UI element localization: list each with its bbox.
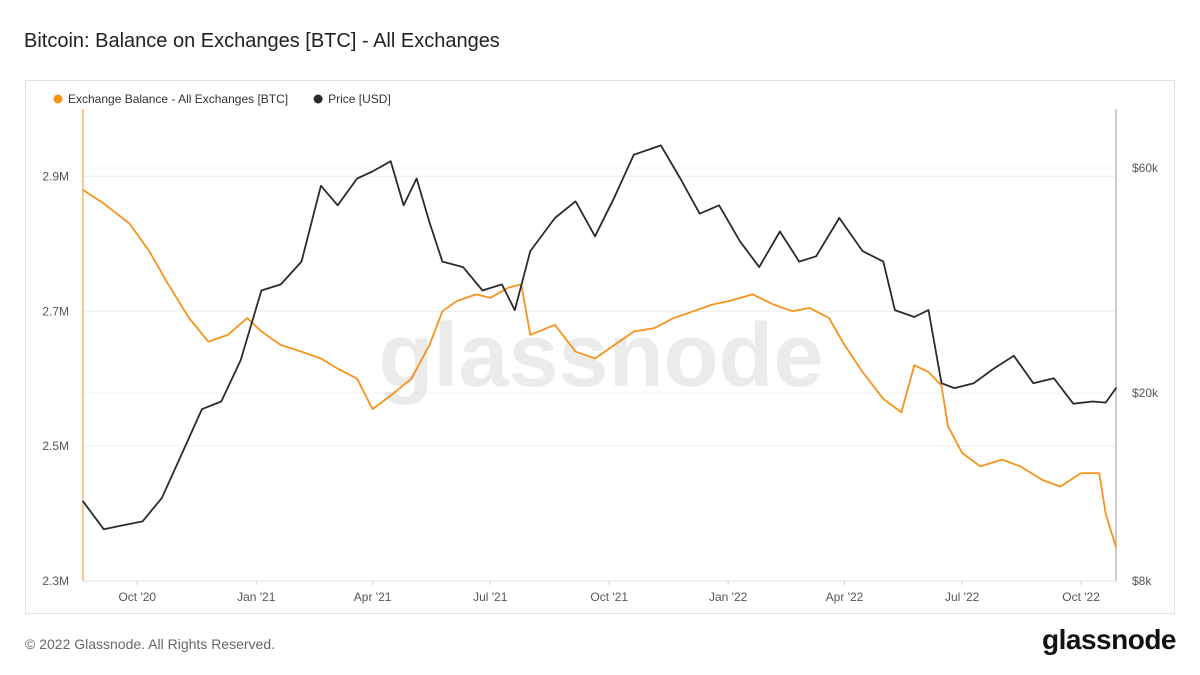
x-tick-label: Jul '22 xyxy=(945,590,980,604)
series-layer xyxy=(82,144,1117,549)
x-tick-label: Jan '22 xyxy=(709,590,748,604)
x-tick-label: Oct '22 xyxy=(1062,590,1100,604)
watermark: glassnode xyxy=(378,306,823,406)
y-left-tick-label: 2.5M xyxy=(42,439,69,453)
glassnode-logo[interactable]: glassnode xyxy=(1042,624,1176,655)
legend-price-label[interactable]: Price [USD] xyxy=(328,92,391,106)
copyright-text: © 2022 Glassnode. All Rights Reserved. xyxy=(25,636,276,652)
price-line xyxy=(82,144,1117,531)
legend[interactable]: Exchange Balance - All Exchanges [BTC] Pr… xyxy=(53,92,391,106)
y-left-tick-label: 2.7M xyxy=(42,304,69,318)
y-right-tick-label: $20k xyxy=(1132,386,1159,400)
legend-price-marker[interactable] xyxy=(313,94,323,104)
chart: glassnode 2.9M 2.7M 2.5M 2.3M $60k $20k $8k Oct… xyxy=(42,92,1159,604)
y-right-tick-label: $8k xyxy=(1132,574,1152,588)
x-tick-label: Apr '21 xyxy=(354,590,392,604)
legend-exchange-balance-marker[interactable] xyxy=(53,94,63,104)
chart-panel: glassnode 2.9M 2.7M 2.5M 2.3M $60k $20k $8k Oct… xyxy=(25,80,1175,614)
x-tick-label: Apr '22 xyxy=(826,590,864,604)
x-tick-label: Oct '21 xyxy=(590,590,628,604)
x-tick-label: Jan '21 xyxy=(237,590,276,604)
y-left-tick-label: 2.9M xyxy=(42,169,69,183)
axes: 2.9M 2.7M 2.5M 2.3M $60k $20k $8k Oct '20 Jan '2… xyxy=(42,109,1159,604)
legend-exchange-balance-label[interactable]: Exchange Balance - All Exchanges [BTC] xyxy=(68,92,288,106)
x-tick-label: Jul '21 xyxy=(473,590,508,604)
page-title: Bitcoin: Balance on Exchanges [BTC] - Al… xyxy=(24,30,500,52)
x-tick-label: Oct '20 xyxy=(118,590,156,604)
y-right-tick-label: $60k xyxy=(1132,161,1159,175)
exchange-balance-line xyxy=(82,189,1117,549)
y-left-tick-label: 2.3M xyxy=(42,574,69,588)
